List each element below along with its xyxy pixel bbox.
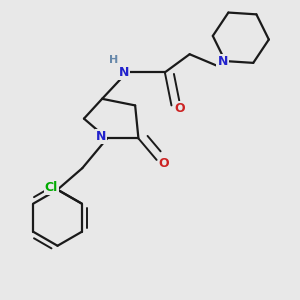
Text: H: H: [109, 55, 118, 65]
Text: O: O: [174, 102, 185, 115]
Text: Cl: Cl: [45, 181, 58, 194]
Text: N: N: [96, 130, 106, 143]
Text: O: O: [159, 157, 169, 170]
Text: N: N: [118, 66, 129, 79]
Text: N: N: [218, 55, 228, 68]
